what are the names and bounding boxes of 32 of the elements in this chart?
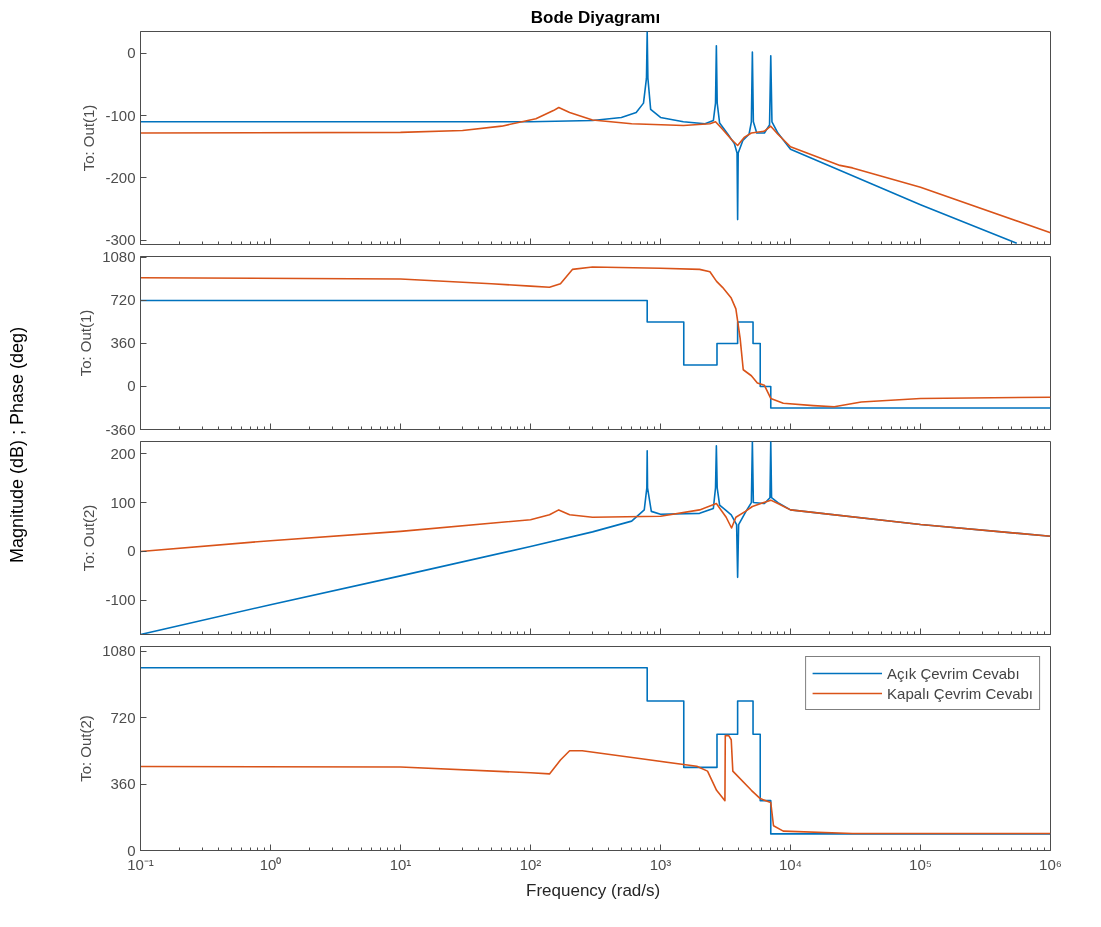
x-tick-label: 10⁶	[1039, 855, 1062, 873]
y-tick-label: -360	[105, 420, 136, 438]
y-tick-label: 720	[110, 708, 136, 726]
y-axis-title: To: Out(2)	[77, 715, 95, 782]
y-tick-label: 100	[110, 493, 136, 511]
x-tick-label: 10⁰	[259, 855, 282, 873]
y-tick-label: 200	[110, 444, 136, 462]
text: Magnitude (dB) ; Phase (deg)	[6, 326, 28, 564]
y-axis-title: To: Out(2)	[80, 504, 98, 572]
x-tick-label: 10³	[649, 855, 672, 873]
y-tick-label: -200	[105, 168, 136, 186]
y-tick-label: 0	[127, 542, 136, 560]
x-axis-title: Frequency (rad/s)	[526, 880, 661, 900]
legend-label: Kapalı Çevrim Cevabı	[887, 684, 1033, 702]
y-tick-label: 1080	[102, 642, 136, 660]
y-tick-label: 0	[127, 44, 136, 62]
legend-label: Açık Çevrim Cevabı	[887, 664, 1020, 682]
y-tick-label: -300	[105, 231, 136, 249]
x-tick-label: 10⁴	[778, 855, 803, 873]
y-axis-title: To: Out(1)	[77, 309, 95, 377]
y-tick-label: -100	[105, 106, 136, 124]
y-tick-label: 360	[110, 334, 136, 352]
y-axis-title: To: Out(1)	[80, 104, 98, 172]
x-tick-label: 10²	[519, 855, 542, 873]
y-tick-label: 0	[127, 377, 136, 395]
y-tick-label: 720	[110, 291, 136, 309]
chart-title: Bode Diyagramı	[530, 7, 661, 27]
x-tick-label: 10¹	[389, 855, 412, 873]
y-tick-label: 1080	[102, 248, 136, 266]
x-tick-label: 10⁵	[909, 855, 932, 873]
y-tick-label: -100	[105, 591, 136, 609]
y-tick-label: 360	[110, 775, 136, 793]
